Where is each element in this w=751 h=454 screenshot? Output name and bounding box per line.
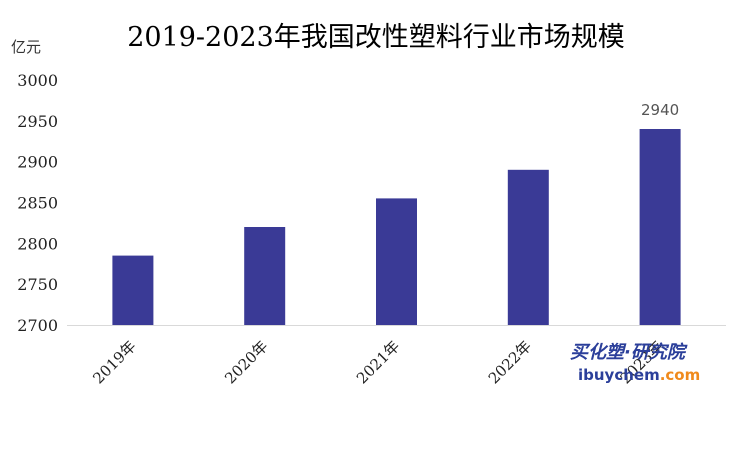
bar-2019年	[112, 255, 154, 325]
plot-area: 2700 2750 2800 2850 2900 2950 3000 2019年 2020年 20…	[17, 71, 726, 387]
watermark-logo: 买化塑·研究院 ibuychem.com	[570, 342, 700, 384]
data-label: 2940	[641, 101, 679, 119]
x-tick-label: 2019年	[89, 337, 139, 387]
y-tick-label: 2750	[17, 275, 58, 294]
y-tick-label: 2900	[17, 153, 58, 172]
x-tick-label: 2020年	[221, 337, 271, 387]
x-tick-label: 2022年	[485, 337, 535, 387]
bar-2023年	[639, 129, 681, 325]
watermark-en-text: ibuychem.com	[578, 366, 700, 384]
y-axis-unit-label: 亿元	[11, 38, 41, 56]
x-tick-label: 2021年	[353, 337, 403, 387]
watermark-cn-text: 买化塑·研究院	[570, 342, 688, 363]
chart-title: 2019-2023年我国改性塑料行业市场规模	[127, 22, 625, 53]
y-tick-label: 2850	[17, 194, 58, 213]
y-tick-label: 3000	[17, 71, 58, 90]
y-tick-label: 2950	[17, 112, 58, 131]
y-tick-label: 2800	[17, 234, 58, 253]
bar-2020年	[244, 227, 286, 325]
y-tick-label: 2700	[17, 316, 58, 335]
bar-2022年	[507, 169, 549, 325]
watermark-domain-suffix: .com	[660, 366, 701, 384]
watermark-domain-name: ibuychem	[578, 366, 660, 384]
bar-2021年	[376, 198, 417, 325]
